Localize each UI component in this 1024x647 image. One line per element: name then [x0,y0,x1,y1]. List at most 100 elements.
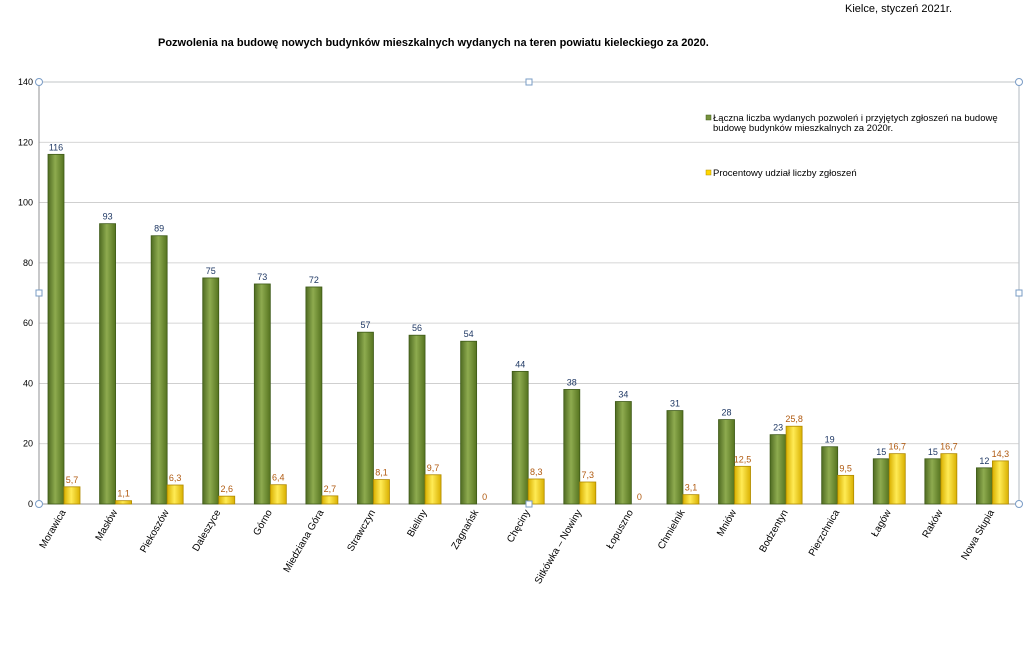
bar-total-permits [563,389,581,505]
bar-value-label: 0 [637,492,642,502]
bar-value-label: 34 [618,390,628,400]
bar-value-label: 25,8 [785,414,803,424]
bar-total-permits [150,235,168,505]
category-label: Daleszyce [191,508,224,554]
legend-swatch-green [705,114,712,121]
bar-percent-share [888,453,906,505]
bar-value-label: 54 [464,329,474,339]
plot-area-frame [38,81,1020,505]
resize-handle-corner[interactable] [1015,500,1023,508]
bar-total-permits [305,286,323,505]
bar-value-label: 16,7 [888,442,906,452]
category-label: Strawczyn [345,508,378,553]
resize-handle-side[interactable] [525,78,533,86]
bar-value-label: 19 [825,435,835,445]
bar-percent-share [373,479,390,505]
bar-percent-share [837,474,855,505]
category-label: Miedziana Góra [282,508,327,575]
selection-handles[interactable] [35,78,1023,508]
legend-label: Łączna liczba wydanych pozwoleń i przyję… [713,113,998,124]
bar-total-permits [511,370,529,505]
bar-total-permits [976,467,993,505]
bar-value-label: 8,1 [375,468,388,478]
bar-value-label: 31 [670,399,680,409]
resize-handle-corner[interactable] [35,500,43,508]
bar-total-permits [924,458,942,505]
bar-value-label: 0 [482,492,487,502]
bar-percent-share [321,495,339,505]
y-tick-label: 80 [23,258,33,268]
category-label: Piekoszów [138,507,172,555]
bar-percent-share [115,500,132,505]
resize-handle-side[interactable] [525,500,533,508]
report-date: Kielce, styczeń 2021r. [845,3,953,15]
category-label: Łagów [870,507,895,539]
category-label: Sitkówka – Nowiny [533,508,584,586]
y-tick-label: 60 [23,318,33,328]
bar-total-permits [821,446,839,505]
category-label: Łopuszno [605,508,636,551]
category-label: Masłów [94,507,121,543]
bar-value-label: 57 [360,320,370,330]
bar-percent-share [269,484,287,505]
bar-value-label: 12 [979,456,989,466]
legend-swatch-yellow [705,169,712,176]
bar-value-label: 56 [412,323,422,333]
resize-handle-corner[interactable] [1015,78,1023,86]
bar-percent-share [579,481,597,505]
category-label: Bodzentyn [758,508,791,554]
resize-handle-side[interactable] [35,289,43,297]
y-tick-label: 0 [28,499,33,509]
bar-value-label: 38 [567,377,577,387]
bar-value-label: 9,5 [839,463,852,473]
bar-total-permits [718,419,735,505]
bar-percent-share [166,484,184,505]
resize-handle-side[interactable] [1015,289,1023,297]
bar-total-permits [872,458,890,505]
y-tick-label: 20 [23,439,33,449]
bar-percent-share [218,495,236,505]
bar-value-label: 14,3 [992,449,1010,459]
bar-value-label: 2,7 [324,484,337,494]
category-label: Chęciny [505,508,533,545]
bar-value-label: 15 [876,447,886,457]
bar-total-permits [99,223,116,505]
bar-value-label: 6,4 [272,473,285,483]
bar-percent-share [424,474,442,505]
bar-total-permits [253,283,271,505]
bar-value-label: 9,7 [427,463,440,473]
bar-percent-share [527,478,545,505]
y-tick-label: 40 [23,378,33,388]
resize-handle-corner[interactable] [35,78,43,86]
bar-value-label: 116 [49,142,63,152]
category-label: Nowa Słupia [959,508,997,563]
bar-value-label: 7,3 [582,470,595,480]
bar-value-label: 2,6 [220,484,233,494]
bar-value-label: 12,5 [734,454,752,464]
bar-value-label: 8,3 [530,467,543,477]
category-label: Bieliny [405,508,429,539]
y-tick-label: 140 [18,77,33,87]
bar-value-label: 5,7 [66,475,79,485]
bar-total-permits [202,277,220,505]
y-tick-label: 120 [18,137,33,147]
bar-percent-share [785,425,803,505]
bar-value-label: 23 [773,423,783,433]
bar-total-permits [408,334,426,505]
bar-total-permits [666,410,684,505]
bar-percent-share [940,453,958,505]
bar-value-label: 72 [309,275,319,285]
category-label: Górno [251,508,275,538]
bar-percent-share [734,465,751,505]
legend-label: budowę budynków mieszkalnych za 2020r. [713,123,893,134]
bar-value-label: 73 [257,272,267,282]
bar-value-label: 6,3 [169,473,182,483]
category-label: Morawica [38,508,69,551]
bar-total-permits [769,434,787,505]
bar-value-label: 44 [515,359,525,369]
category-label: Pierzchnica [807,508,843,559]
bar-value-label: 89 [154,224,164,234]
bar-total-permits [460,340,478,505]
bar-value-label: 1,1 [117,489,130,499]
